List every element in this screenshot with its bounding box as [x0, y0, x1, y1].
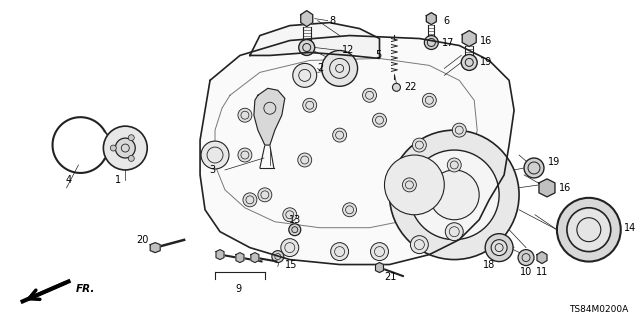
Circle shape — [298, 153, 312, 167]
Polygon shape — [236, 252, 244, 262]
Circle shape — [410, 150, 499, 240]
Circle shape — [491, 240, 507, 256]
Circle shape — [410, 236, 428, 253]
Circle shape — [447, 158, 461, 172]
Circle shape — [390, 130, 519, 260]
Circle shape — [342, 203, 356, 217]
Polygon shape — [462, 31, 476, 46]
Polygon shape — [150, 243, 160, 252]
Circle shape — [392, 83, 401, 91]
Text: 4: 4 — [65, 175, 72, 185]
Text: 22: 22 — [404, 82, 417, 92]
Polygon shape — [200, 36, 514, 265]
Text: 19: 19 — [548, 157, 560, 167]
Circle shape — [283, 208, 297, 222]
Polygon shape — [254, 88, 285, 145]
Text: 19: 19 — [480, 57, 492, 68]
Text: 16: 16 — [480, 36, 492, 45]
Text: 6: 6 — [444, 16, 449, 26]
Circle shape — [110, 145, 116, 151]
Text: 1: 1 — [115, 175, 122, 185]
Text: 13: 13 — [289, 215, 301, 225]
Circle shape — [333, 128, 347, 142]
Circle shape — [115, 138, 135, 158]
Polygon shape — [216, 250, 224, 260]
Text: 3: 3 — [209, 165, 215, 175]
Text: FR.: FR. — [76, 284, 95, 294]
Polygon shape — [376, 262, 383, 273]
Polygon shape — [301, 11, 313, 27]
Circle shape — [452, 123, 466, 137]
Text: 20: 20 — [136, 235, 148, 245]
Circle shape — [128, 156, 134, 161]
Text: 8: 8 — [330, 16, 336, 26]
Polygon shape — [250, 23, 380, 59]
Circle shape — [281, 239, 299, 257]
Polygon shape — [537, 252, 547, 264]
Text: 21: 21 — [385, 273, 397, 283]
Circle shape — [362, 88, 376, 102]
Text: 5: 5 — [375, 51, 381, 60]
Polygon shape — [426, 13, 436, 25]
Circle shape — [485, 234, 513, 261]
Circle shape — [403, 178, 417, 192]
Circle shape — [292, 63, 317, 87]
Text: 2: 2 — [317, 63, 324, 73]
Text: 17: 17 — [442, 37, 454, 47]
Circle shape — [372, 113, 387, 127]
Text: 14: 14 — [624, 223, 636, 233]
Circle shape — [518, 250, 534, 266]
Polygon shape — [251, 252, 259, 262]
Circle shape — [567, 208, 611, 252]
Circle shape — [557, 198, 621, 261]
Polygon shape — [539, 179, 555, 197]
Circle shape — [243, 193, 257, 207]
Circle shape — [371, 243, 388, 260]
Circle shape — [461, 54, 477, 70]
Circle shape — [299, 40, 315, 55]
Text: 10: 10 — [520, 267, 532, 276]
Text: 18: 18 — [483, 260, 495, 269]
Circle shape — [303, 98, 317, 112]
Circle shape — [289, 224, 301, 236]
Circle shape — [104, 126, 147, 170]
Text: 12: 12 — [342, 45, 354, 55]
Circle shape — [238, 108, 252, 122]
Circle shape — [412, 138, 426, 152]
Circle shape — [331, 243, 349, 260]
Circle shape — [258, 188, 272, 202]
Circle shape — [128, 135, 134, 141]
Text: TS84M0200A: TS84M0200A — [570, 305, 628, 314]
Circle shape — [524, 158, 544, 178]
Circle shape — [422, 93, 436, 107]
Circle shape — [322, 51, 358, 86]
Text: 9: 9 — [235, 284, 241, 294]
Circle shape — [238, 148, 252, 162]
Circle shape — [424, 36, 438, 50]
Circle shape — [272, 251, 284, 262]
Circle shape — [429, 170, 479, 220]
Circle shape — [445, 223, 463, 241]
Text: 15: 15 — [285, 260, 297, 269]
Text: 16: 16 — [559, 183, 571, 193]
Circle shape — [201, 141, 229, 169]
Text: 11: 11 — [536, 267, 548, 276]
Circle shape — [385, 155, 444, 215]
